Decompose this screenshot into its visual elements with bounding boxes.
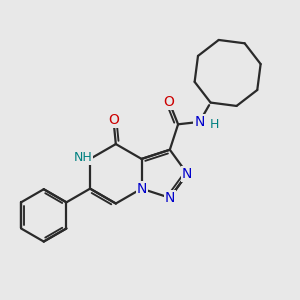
Text: O: O — [108, 113, 119, 127]
Text: H: H — [210, 118, 219, 131]
Text: N: N — [165, 191, 175, 205]
Text: N: N — [182, 167, 193, 181]
Text: N: N — [136, 182, 147, 196]
Text: O: O — [164, 95, 175, 109]
Text: NH: NH — [73, 151, 92, 164]
Text: N: N — [194, 115, 205, 129]
